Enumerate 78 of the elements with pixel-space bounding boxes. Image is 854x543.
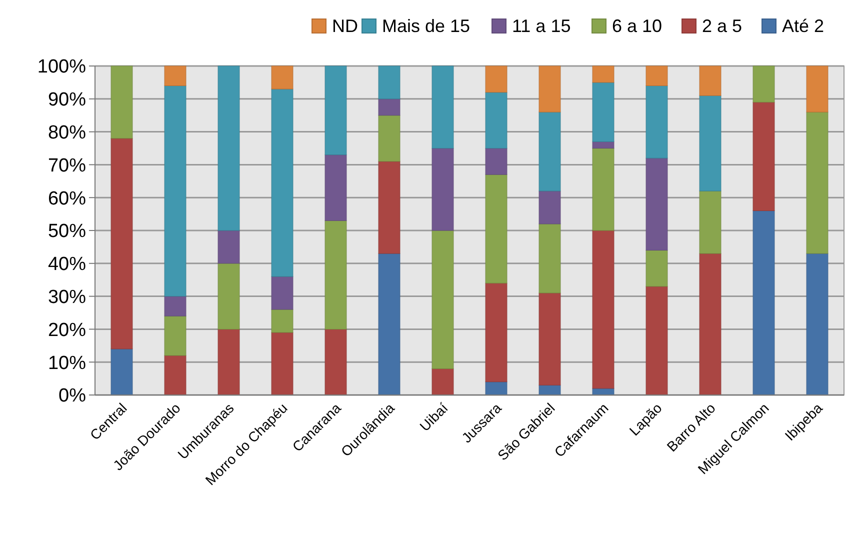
bar: [324, 154, 347, 221]
bar: [110, 66, 133, 139]
legend-label: Mais de 15: [382, 16, 470, 36]
bar: [271, 66, 294, 90]
bar: [432, 148, 454, 231]
y-tick-label: 10%: [48, 352, 86, 374]
bar: [646, 250, 668, 287]
bar: [806, 112, 828, 254]
bar: [592, 66, 614, 83]
bar: [485, 282, 508, 382]
legend-label: 6 a 10: [612, 16, 662, 36]
bar: [592, 82, 614, 142]
bar: [432, 368, 454, 396]
bar: [218, 328, 240, 396]
bar: [646, 85, 668, 158]
legend-label: Até 2: [782, 16, 824, 36]
bar: [110, 138, 133, 350]
bar: [164, 296, 186, 316]
y-tick-label: 70%: [48, 155, 86, 176]
bar: [806, 66, 828, 112]
bar: [432, 230, 454, 369]
bar: [324, 328, 347, 396]
bar: [485, 382, 508, 396]
y-tick-label: 30%: [48, 286, 86, 308]
y-tick-label: 40%: [48, 254, 86, 276]
bar: [538, 66, 561, 112]
bar: [592, 141, 614, 148]
bar: [218, 230, 240, 264]
bar: [485, 66, 508, 93]
bar: [699, 190, 722, 254]
bar: [538, 112, 561, 192]
bar: [752, 102, 775, 212]
bar: [218, 263, 240, 330]
bar: [378, 253, 400, 396]
bar: [646, 286, 668, 396]
bar: [218, 66, 240, 231]
bar: [378, 98, 400, 116]
y-tick-label: 50%: [48, 221, 86, 242]
bar: [699, 95, 722, 192]
legend-label: 2 a 5: [702, 16, 742, 36]
bar: [806, 253, 828, 396]
bar: [699, 253, 722, 396]
y-tick-label: 0%: [58, 386, 86, 407]
bar: [699, 66, 722, 96]
y-tick-label: 80%: [48, 122, 86, 144]
y-tick-label: 90%: [48, 90, 86, 111]
bar: [752, 66, 775, 102]
y-tick-label: 20%: [48, 320, 86, 341]
bar: [271, 88, 294, 277]
bar: [485, 148, 508, 175]
bar: [378, 66, 400, 100]
bar: [164, 355, 186, 396]
bar: [324, 66, 347, 156]
bar: [271, 332, 294, 396]
bar: [646, 158, 668, 250]
bar: [432, 66, 454, 148]
bar: [485, 92, 508, 148]
bar: [592, 230, 614, 389]
y-tick-label: 100%: [37, 56, 86, 78]
bar: [271, 276, 294, 310]
bar: [164, 85, 186, 297]
bar: [378, 161, 400, 254]
bar: [164, 66, 186, 86]
bar: [485, 174, 508, 284]
bar: [164, 316, 186, 356]
y-tick-label: 60%: [48, 188, 86, 210]
bar: [378, 115, 400, 162]
bar: [324, 220, 347, 330]
bar: [538, 224, 561, 294]
bar: [110, 348, 133, 396]
bar: [538, 190, 561, 224]
bar: [752, 210, 775, 396]
legend-label: 11 a 15: [512, 16, 571, 36]
bar: [538, 292, 561, 386]
bar: [271, 309, 294, 333]
legend-label: ND: [332, 16, 358, 36]
bar: [592, 148, 614, 231]
bar: [646, 66, 668, 86]
